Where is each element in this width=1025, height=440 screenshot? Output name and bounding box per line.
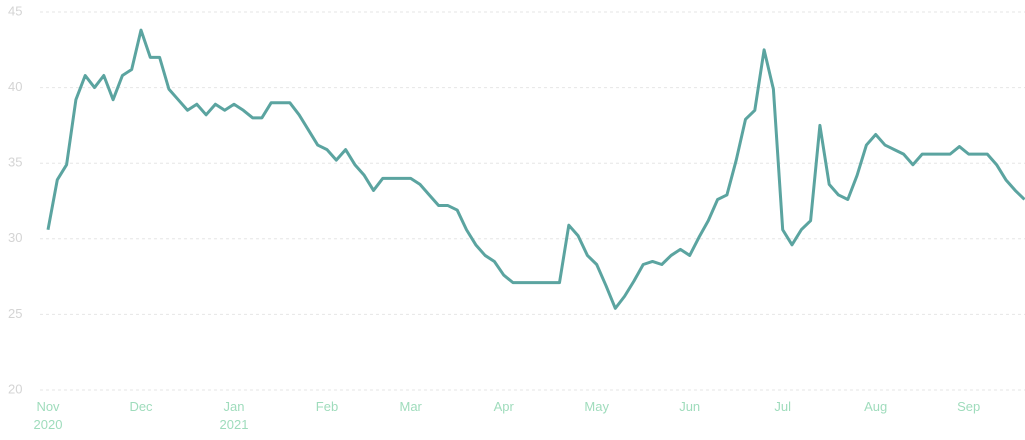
y-tick-label: 25	[8, 306, 22, 321]
x-tick-label: Jun	[679, 399, 700, 414]
x-tick-label: May	[584, 399, 609, 414]
y-tick-label: 45	[8, 3, 22, 18]
x-tick-label: Aug	[864, 399, 887, 414]
line	[46, 28, 1025, 310]
x-tick-label: Mar	[400, 399, 423, 414]
y-tick-label: 30	[8, 230, 22, 245]
x-tick-label: Jan 2021	[220, 399, 249, 432]
x-tick-label: Jul	[774, 399, 791, 414]
x-tick-label: Apr	[494, 399, 515, 414]
y-tick-label: 40	[8, 79, 22, 94]
x-tick-label: Dec	[129, 399, 153, 414]
x-tick-label: Nov 2020	[34, 399, 63, 432]
y-tick-label: 20	[8, 381, 22, 396]
x-tick-label: Feb	[316, 399, 338, 414]
x-tick-label: Sep	[957, 399, 980, 414]
y-tick-label: 35	[8, 155, 22, 170]
